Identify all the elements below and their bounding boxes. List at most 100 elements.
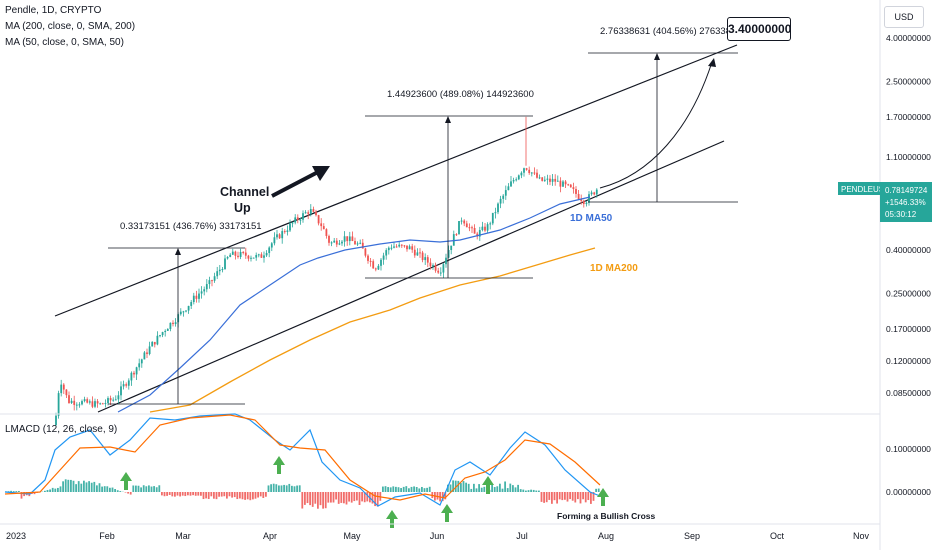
ma200-legend[interactable]: MA (200, close, 0, SMA, 200) xyxy=(5,21,136,32)
histogram-bar xyxy=(535,490,538,492)
candle-body xyxy=(520,172,523,176)
histogram-bar xyxy=(213,492,215,499)
candle-body xyxy=(242,252,245,254)
histogram-bar xyxy=(163,492,166,497)
histogram-bar xyxy=(197,492,200,496)
histogram-bar xyxy=(405,486,408,492)
candle-body xyxy=(543,179,546,181)
histogram-bar xyxy=(114,489,116,492)
candle-body xyxy=(268,247,271,254)
candle-body xyxy=(78,404,81,406)
candle-body xyxy=(588,194,590,203)
histogram-bar xyxy=(101,486,103,492)
price-tick: 0.12000000 xyxy=(886,356,931,366)
candle-body xyxy=(387,247,390,251)
candle-body xyxy=(408,246,411,250)
candle-body xyxy=(471,227,473,229)
histogram-bar xyxy=(90,482,93,492)
histogram-bar xyxy=(252,492,254,500)
histogram-bar xyxy=(176,492,179,496)
candle-body xyxy=(393,246,395,248)
candle-body xyxy=(577,193,580,199)
candle-body xyxy=(567,184,570,186)
candle-body xyxy=(117,395,120,400)
candle-body xyxy=(276,234,278,238)
time-axis[interactable]: 2023 Feb Mar Apr May Jun Jul Aug Sep Oct Nov xyxy=(6,531,869,541)
histogram-bar xyxy=(545,492,548,503)
candle-body xyxy=(346,236,349,242)
candle-body xyxy=(270,243,273,248)
candle-body xyxy=(68,395,70,403)
candle-body xyxy=(120,386,122,396)
histogram-bar xyxy=(584,492,587,503)
candle-body xyxy=(564,181,567,185)
candle-body xyxy=(62,384,65,390)
histogram-bar xyxy=(366,492,369,502)
histogram-bar xyxy=(306,492,309,504)
lmacd-legend[interactable]: LMACD (12, 26, close, 9) xyxy=(5,424,118,435)
histogram-bar xyxy=(200,492,202,496)
histogram-bar xyxy=(291,485,293,492)
histogram-bar xyxy=(75,484,77,492)
ma200-line xyxy=(149,247,596,413)
histogram-bar xyxy=(51,487,54,492)
histogram-bar xyxy=(161,492,163,496)
histogram-bar xyxy=(324,492,327,509)
histogram-bar xyxy=(473,483,475,492)
candle-body xyxy=(322,226,325,230)
histogram-bar xyxy=(202,492,205,500)
histogram-bar xyxy=(322,492,324,509)
time-label: Mar xyxy=(175,531,191,541)
histogram-bar xyxy=(561,492,564,501)
currency-button[interactable]: USD xyxy=(884,6,924,28)
candle-body xyxy=(424,257,427,261)
histogram-bar xyxy=(283,484,285,492)
histogram-bar xyxy=(491,484,493,492)
channel-trend-arrow xyxy=(271,166,330,198)
price-axis[interactable]: 4.00000000 2.50000000 1.70000000 1.10000000… xyxy=(886,33,931,497)
ma50-legend[interactable]: MA (50, close, 0, SMA, 50) xyxy=(5,37,124,48)
histogram-bar xyxy=(254,492,257,499)
last-price-tag: PENDLEUSD 0.78149724 +1546.33% 05:30:12 xyxy=(838,182,932,222)
candle-body xyxy=(156,335,159,345)
histogram-bar xyxy=(57,487,59,492)
histogram-bar xyxy=(272,483,275,492)
time-label: Nov xyxy=(853,531,870,541)
histogram-bar xyxy=(207,492,210,499)
histogram-bar xyxy=(83,480,85,492)
histogram-bar xyxy=(587,492,590,501)
candle-body xyxy=(361,242,364,249)
candle-body xyxy=(484,226,486,231)
histogram-bar xyxy=(64,479,67,492)
channel-label-2: Up xyxy=(234,201,251,215)
candle-body xyxy=(372,261,375,269)
symbol-legend[interactable]: Pendle, 1D, CRYPTO xyxy=(5,5,102,16)
candle-body xyxy=(395,246,398,248)
candle-body xyxy=(179,311,182,315)
histogram-bar xyxy=(239,492,241,499)
candle-body xyxy=(312,209,315,212)
candle-body xyxy=(585,202,588,205)
candle-body xyxy=(364,248,367,256)
histogram-bar xyxy=(158,485,161,492)
histogram-bar xyxy=(402,486,405,492)
candle-body xyxy=(218,269,221,272)
candle-body xyxy=(335,240,338,245)
candle-body xyxy=(416,252,419,256)
candle-body xyxy=(182,311,185,313)
histogram-bar xyxy=(457,480,460,492)
histogram-bar xyxy=(597,488,600,492)
candle-body xyxy=(127,380,130,386)
histogram-bar xyxy=(132,485,135,492)
channel-label-1: Channel xyxy=(220,185,269,199)
histogram-bar xyxy=(10,490,12,492)
candle-body xyxy=(530,172,533,174)
candle-body xyxy=(447,250,450,258)
candle-body xyxy=(429,262,432,267)
candle-body xyxy=(213,276,216,281)
histogram-bar xyxy=(478,484,480,492)
histogram-bar xyxy=(470,488,473,492)
histogram-bar xyxy=(98,483,101,492)
histogram-bar xyxy=(187,492,189,496)
